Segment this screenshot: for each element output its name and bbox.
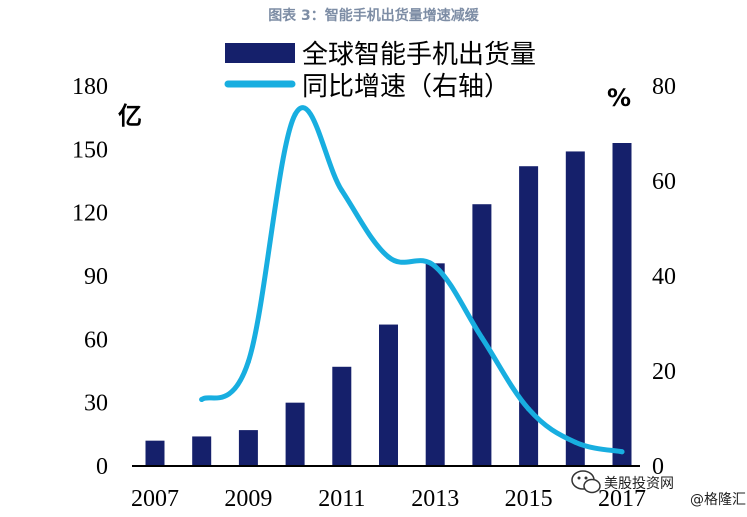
growth-point-2011	[339, 188, 345, 193]
x-axis-ticks: 2007 2009 2011 2013 2015 2017	[131, 486, 646, 512]
watermark-author: @格隆汇	[690, 492, 746, 508]
right-axis-unit: %	[607, 84, 631, 112]
bar-series	[145, 143, 632, 466]
bar-2008	[192, 436, 212, 466]
wechat-icon	[571, 470, 601, 494]
x-tick-label: 2013	[411, 486, 459, 512]
legend-line-label: 同比增速（右轴）	[302, 72, 510, 102]
right-tick-label: 80	[652, 74, 676, 100]
right-tick-label: 60	[652, 169, 676, 195]
bar-2017	[612, 143, 632, 466]
growth-point-2014	[479, 335, 485, 341]
growth-point-2008	[199, 397, 205, 402]
x-tick-label: 2017	[598, 486, 646, 512]
left-tick-label: 0	[96, 454, 108, 480]
right-axis-ticks: 0 20 40 60 80	[652, 74, 676, 480]
bar-2011	[332, 366, 352, 466]
watermark-account: 美股投资网	[604, 476, 674, 492]
left-tick-label: 60	[84, 327, 108, 353]
right-tick-label: 40	[652, 264, 676, 290]
left-tick-label: 30	[84, 391, 108, 417]
legend: 全球智能手机出货量 同比增速（右轴）	[224, 40, 536, 102]
watermark: 美股投资网 @格隆汇	[571, 470, 746, 508]
growth-point-2010	[292, 112, 298, 117]
growth-point-2015	[526, 406, 532, 412]
bar-2007	[145, 440, 165, 466]
growth-point-2009	[245, 359, 251, 364]
x-tick-label: 2015	[505, 486, 553, 512]
bar-2009	[238, 430, 258, 466]
bar-2015	[519, 166, 539, 466]
x-tick-label: 2009	[224, 486, 272, 512]
left-axis-ticks: 0 30 60 90 120 150 180	[72, 74, 108, 480]
bar-2013	[425, 263, 445, 466]
figure-caption: 图表 3：智能手机出货量增速减缓	[268, 8, 479, 24]
left-tick-label: 150	[72, 137, 108, 163]
growth-point-2016	[572, 439, 578, 445]
left-tick-label: 90	[84, 264, 108, 290]
bar-2010	[285, 402, 305, 466]
x-tick-label: 2007	[131, 486, 179, 512]
left-tick-label: 180	[72, 74, 108, 100]
right-tick-label: 0	[652, 454, 664, 480]
legend-bar-label: 全球智能手机出货量	[302, 40, 536, 70]
left-tick-label: 120	[72, 201, 108, 227]
left-axis-unit: 亿	[118, 102, 142, 130]
line-series	[199, 105, 625, 455]
growth-point-2012	[386, 254, 391, 260]
bar-2012	[379, 324, 398, 466]
growth-point-2013	[432, 264, 438, 269]
bar-2016	[565, 151, 585, 466]
growth-rate-line	[199, 105, 625, 455]
legend-bar-swatch	[225, 43, 295, 63]
right-tick-label: 20	[652, 359, 676, 385]
x-tick-label: 2011	[318, 486, 365, 512]
growth-point-2017	[619, 449, 625, 455]
